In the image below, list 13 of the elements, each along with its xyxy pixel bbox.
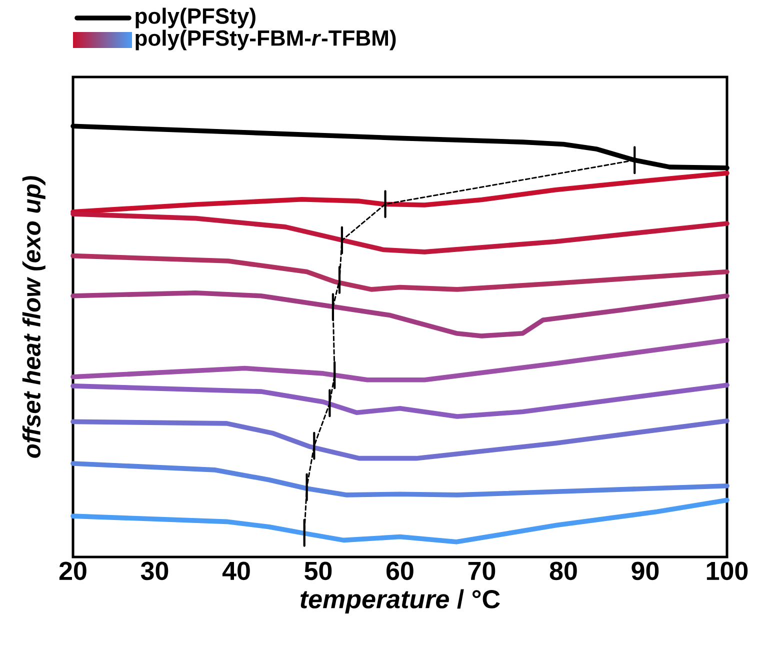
x-axis-title: temperature / °C	[300, 589, 500, 614]
x-tick-label: 70	[468, 562, 496, 580]
x-tick-label: 100	[706, 562, 748, 580]
y-axis-title: offset heat flow (exo up)	[22, 176, 46, 458]
legend-label: poly(PFSty-FBM-r-TFBM)	[136, 30, 396, 50]
x-tick-label: 80	[550, 562, 577, 580]
x-tick-label: 90	[632, 562, 659, 580]
x-tick-label: 20	[59, 562, 86, 580]
x-tick-label: 60	[386, 562, 414, 580]
legend-label: poly(PFSty)	[136, 8, 256, 28]
x-tick-label: 50	[304, 562, 332, 580]
x-tick-label: 40	[222, 562, 250, 580]
x-tick-label: 30	[140, 562, 168, 580]
